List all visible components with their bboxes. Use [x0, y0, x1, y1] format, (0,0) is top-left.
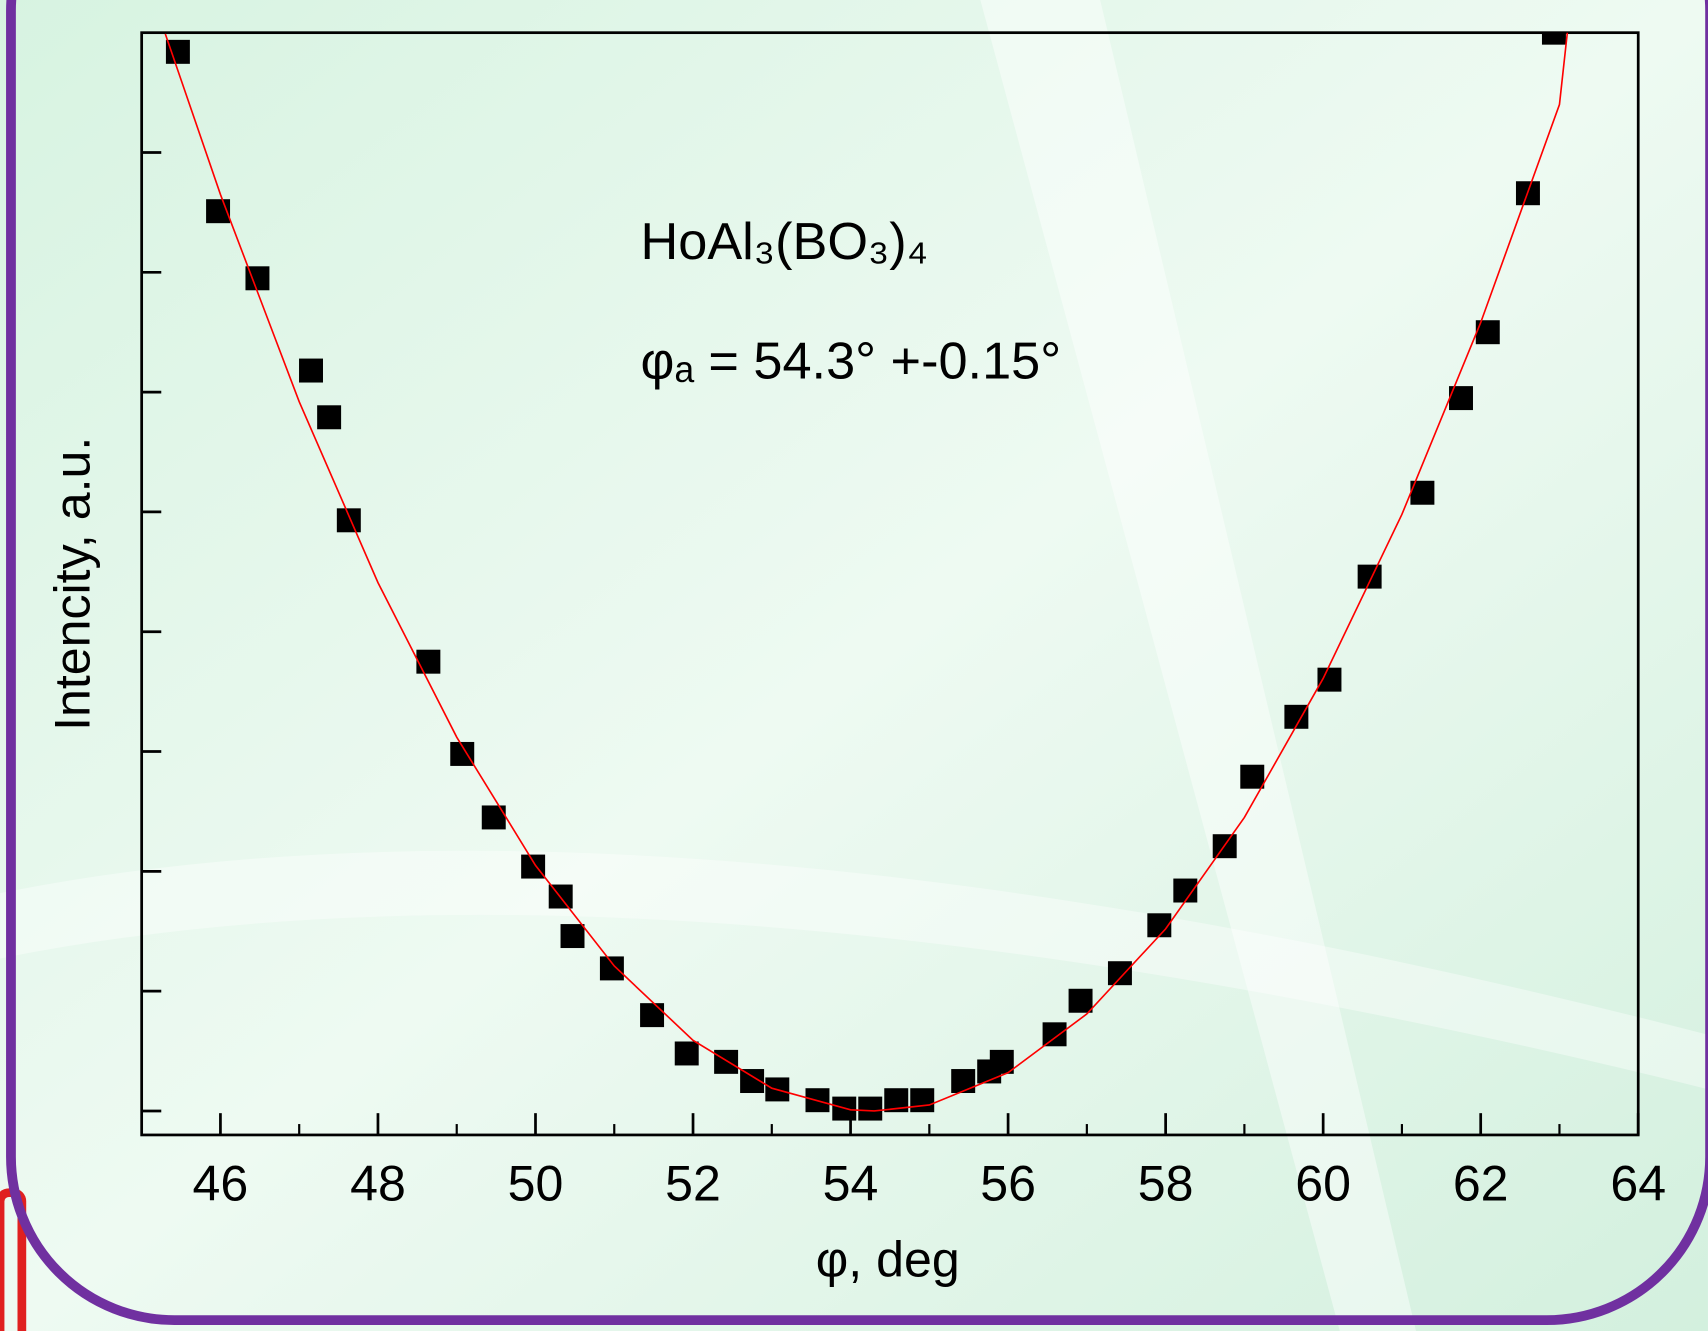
data-point: [165, 39, 190, 64]
data-point: [674, 1041, 699, 1066]
data-point: [1410, 480, 1435, 505]
background-sweep: [980, 0, 1417, 1331]
data-point: [1317, 667, 1342, 692]
data-point: [450, 741, 475, 766]
y-axis-label: Intencity, a.u.: [45, 437, 101, 731]
x-tick-label: 60: [1295, 1155, 1351, 1211]
fit-line: [164, 32, 1569, 1112]
data-point: [951, 1069, 976, 1094]
data-point: [740, 1069, 765, 1094]
annotation: HoAl₃(BO₃)₄: [641, 213, 929, 271]
data-point: [640, 1003, 665, 1028]
plot-area: [164, 32, 1569, 1121]
data-point: [1449, 386, 1473, 411]
data-point: [416, 649, 441, 674]
data-point: [1147, 913, 1172, 938]
data-point: [599, 956, 624, 981]
x-tick-label: 50: [508, 1155, 564, 1211]
data-point: [1107, 961, 1132, 986]
x-tick-label: 48: [350, 1155, 406, 1211]
plot-frame: [140, 31, 1640, 1137]
x-tick-label: 46: [193, 1155, 249, 1211]
data-point: [1173, 878, 1198, 903]
data-point: [1357, 564, 1382, 589]
x-tick-label: 58: [1138, 1155, 1194, 1211]
data-point: [989, 1049, 1014, 1074]
data-point: [481, 805, 506, 830]
background-sweep: [0, 850, 1708, 1090]
data-point: [1284, 704, 1309, 729]
data-point: [317, 405, 342, 430]
data-point: [884, 1088, 909, 1113]
data-point: [1068, 988, 1093, 1013]
data-point: [336, 508, 361, 533]
x-tick-label: 52: [665, 1155, 721, 1211]
data-point: [1042, 1022, 1067, 1047]
data-point: [1240, 764, 1265, 789]
x-tick-label: 64: [1610, 1155, 1666, 1211]
x-tick-label: 54: [823, 1155, 879, 1211]
data-point: [521, 854, 546, 879]
data-point: [1475, 320, 1500, 345]
x-axis-label: φ, deg: [816, 1232, 960, 1288]
x-tick-label: 56: [980, 1155, 1036, 1211]
x-tick-label: 62: [1453, 1155, 1509, 1211]
purple-frame: [6, 0, 1708, 1325]
data-point: [858, 1096, 883, 1121]
data-point: [1541, 32, 1566, 45]
annotation: φₐ = 54.3° +-0.15°: [641, 333, 1062, 391]
data-point: [714, 1049, 739, 1074]
data-point: [910, 1088, 935, 1113]
data-point: [299, 358, 323, 383]
data-point: [560, 924, 585, 949]
data-point: [245, 266, 270, 291]
